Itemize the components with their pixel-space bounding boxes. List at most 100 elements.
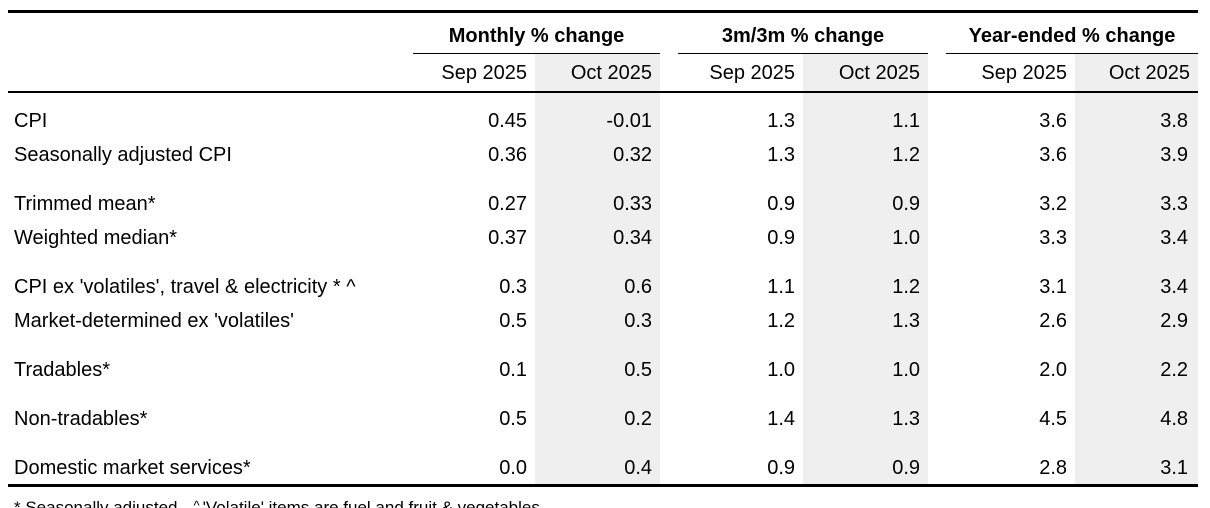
column-spacer (660, 435, 679, 487)
cell-3m3m-sep: 0.9 (767, 227, 796, 249)
cell-monthly-oct: 0.2 (535, 386, 661, 435)
cell-3m3m-oct: 1.0 (803, 220, 929, 254)
cpi-measures-table: Monthly % change 3m/3m % change Year-end… (8, 10, 1199, 487)
footnote-line: * Seasonally adjusted ^ 'Volatile' items a… (14, 496, 1202, 508)
column-spacer (660, 337, 678, 386)
cell-year-oct: 4.8 (1075, 386, 1199, 435)
column-spacer (928, 171, 946, 220)
table-row-tradables: Tradables* 0.1 0.5 1.0 1.0 2.0 2.2 (8, 337, 1199, 386)
cell-year-oct: 2.9 (1075, 303, 1199, 337)
sub-header-row: Sep 2025 Oct 2025 Sep 2025 Oct 2025 Sep … (8, 53, 1199, 93)
col-header-monthly-oct: Oct 2025 (535, 53, 661, 93)
cell-year-oct: 3.1 (1075, 435, 1199, 487)
cell-3m3m-oct: 1.2 (803, 254, 929, 303)
cell-monthly-oct: 0.34 (535, 220, 661, 254)
corner-blank-cell (8, 10, 413, 54)
cell-year-sep: 3.3 (1039, 227, 1068, 249)
cell-3m3m-sep: 1.3 (767, 110, 796, 132)
cell-monthly-sep: 0.5 (499, 310, 527, 332)
group-header-row: Monthly % change 3m/3m % change Year-end… (8, 10, 1199, 54)
row-label: CPI ex 'volatiles', travel & electricity… (14, 276, 356, 298)
cell-monthly-sep: 0.45 (488, 110, 527, 132)
footnote-volatile-caret: ^ (193, 498, 200, 508)
table-row-domestic-market-services: Domestic market services* 0.0 0.4 0.9 0.… (8, 435, 1199, 487)
cell-year-oct: 3.8 (1075, 92, 1199, 137)
column-spacer (928, 10, 947, 54)
cell-monthly-oct: 0.32 (535, 137, 661, 171)
column-spacer (660, 220, 678, 254)
cell-3m3m-sep: 1.4 (767, 408, 796, 430)
cell-year-sep: 3.1 (1039, 276, 1068, 298)
cell-year-oct: 3.3 (1075, 171, 1199, 220)
cell-3m3m-sep: 1.2 (767, 310, 796, 332)
cell-3m3m-oct: 1.3 (803, 303, 929, 337)
column-spacer (928, 92, 946, 137)
cell-monthly-oct: -0.01 (535, 92, 661, 137)
table-row-weighted-median: Weighted median* 0.37 0.34 0.9 1.0 3.3 3… (8, 220, 1199, 254)
footnote-volatile-text: 'Volatile' items are fuel and fruit & ve… (202, 498, 540, 508)
col-header-monthly-sep: Sep 2025 (413, 53, 535, 93)
column-spacer (928, 220, 946, 254)
cell-3m3m-oct: 0.9 (803, 435, 929, 487)
row-label: Non-tradables* (14, 408, 148, 430)
cell-year-sep: 2.0 (1039, 359, 1068, 381)
cell-monthly-oct: 0.33 (535, 171, 661, 220)
cell-3m3m-sep: 0.9 (678, 435, 804, 487)
table-row-cpi: CPI 0.45 -0.01 1.3 1.1 3.6 3.8 (8, 92, 1199, 137)
column-spacer (660, 137, 678, 171)
table-row-market-determined: Market-determined ex 'volatiles' 0.5 0.3… (8, 303, 1199, 337)
column-spacer (660, 386, 678, 435)
row-label: Domestic market services* (8, 435, 413, 487)
cell-monthly-sep: 0.5 (499, 408, 527, 430)
column-spacer (928, 254, 946, 303)
column-spacer (928, 386, 946, 435)
cell-year-sep: 3.6 (1039, 144, 1068, 166)
table-row-non-tradables: Non-tradables* 0.5 0.2 1.4 1.3 4.5 4.8 (8, 386, 1199, 435)
cell-monthly-sep: 0.0 (413, 435, 535, 487)
cell-monthly-sep: 0.1 (499, 359, 527, 381)
cell-3m3m-oct: 1.2 (803, 137, 929, 171)
cell-year-oct: 3.4 (1075, 254, 1199, 303)
cell-year-sep: 3.6 (1039, 110, 1068, 132)
cell-year-sep: 2.6 (1039, 310, 1068, 332)
row-label: Seasonally adjusted CPI (14, 144, 232, 166)
row-label: Market-determined ex 'volatiles' (14, 310, 294, 332)
group-header-monthly: Monthly % change (413, 10, 661, 54)
group-header-3m3m: 3m/3m % change (678, 10, 929, 54)
cell-3m3m-oct: 1.3 (803, 386, 929, 435)
footnote-seasonally-adjusted: * Seasonally adjusted (14, 498, 178, 508)
cell-monthly-oct: 0.3 (535, 303, 661, 337)
cell-year-sep: 2.8 (946, 435, 1076, 487)
corner-blank-cell (8, 53, 413, 93)
cell-year-oct: 3.9 (1075, 137, 1199, 171)
column-spacer (660, 10, 679, 54)
cell-monthly-sep: 0.36 (488, 144, 527, 166)
column-spacer (660, 254, 678, 303)
column-spacer (928, 303, 946, 337)
cell-3m3m-sep: 1.3 (767, 144, 796, 166)
table-row-trimmed-mean: Trimmed mean* 0.27 0.33 0.9 0.9 3.2 3.3 (8, 171, 1199, 220)
table-row-seasonally-adjusted-cpi: Seasonally adjusted CPI 0.36 0.32 1.3 1.… (8, 137, 1199, 171)
cell-monthly-sep: 0.27 (488, 193, 527, 215)
column-spacer (928, 137, 946, 171)
cell-3m3m-sep: 1.1 (767, 276, 796, 298)
column-spacer (928, 435, 947, 487)
group-header-year-ended: Year-ended % change (946, 10, 1199, 54)
cell-monthly-oct: 0.6 (535, 254, 661, 303)
column-spacer (660, 171, 678, 220)
row-label: Tradables* (14, 359, 110, 381)
cell-monthly-sep: 0.37 (488, 227, 527, 249)
col-header-year-sep: Sep 2025 (946, 53, 1076, 93)
cell-3m3m-oct: 1.1 (803, 92, 929, 137)
cell-year-sep: 3.2 (1039, 193, 1068, 215)
column-spacer (660, 303, 678, 337)
col-header-3m3m-sep: Sep 2025 (678, 53, 804, 93)
row-label: Trimmed mean* (14, 193, 156, 215)
cell-3m3m-oct: 0.9 (803, 171, 929, 220)
cell-3m3m-sep: 0.9 (767, 193, 796, 215)
column-spacer (928, 337, 946, 386)
cell-monthly-sep: 0.3 (499, 276, 527, 298)
cell-year-oct: 3.4 (1075, 220, 1199, 254)
column-spacer (660, 92, 678, 137)
cell-monthly-oct: 0.5 (535, 337, 661, 386)
